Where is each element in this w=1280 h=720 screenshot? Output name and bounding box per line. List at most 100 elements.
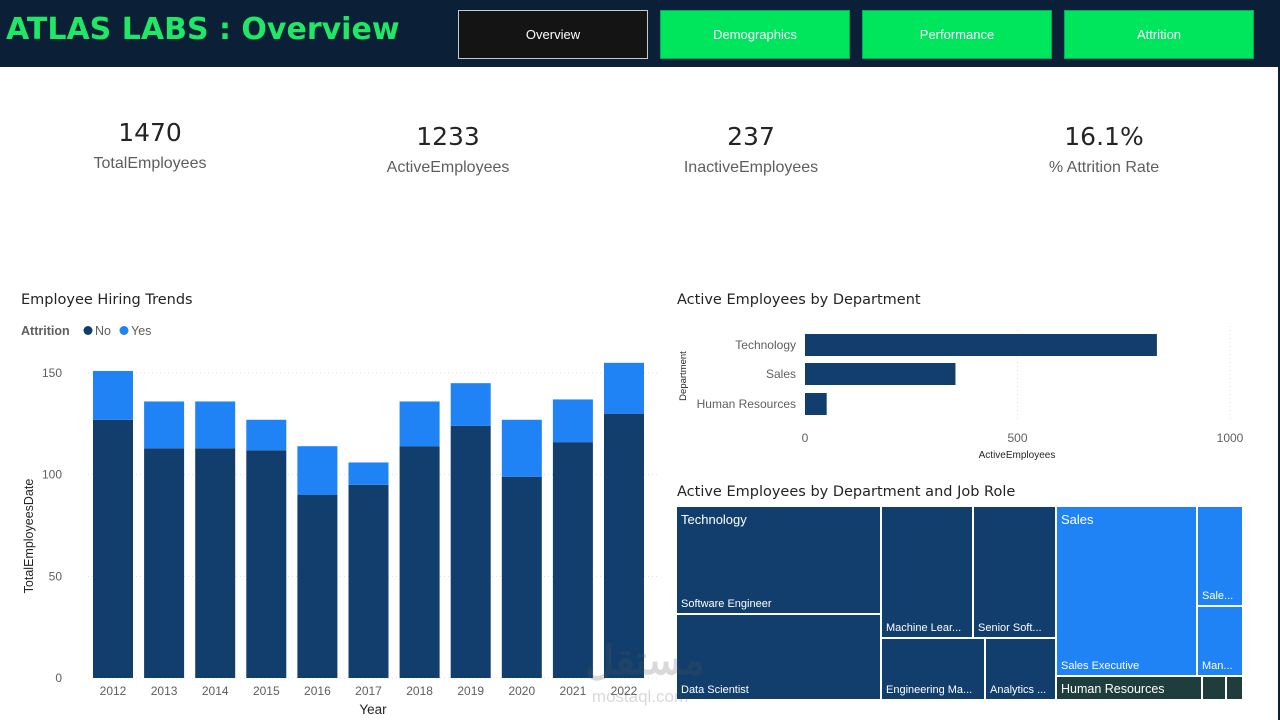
- tab-overview[interactable]: Overview: [458, 10, 648, 59]
- bar-no-2012[interactable]: [93, 419, 133, 678]
- treemap-title: Active Employees by Department and Job R…: [677, 484, 1016, 500]
- treemap-cell-senior-software[interactable]: Senior Soft...: [973, 506, 1056, 638]
- treemap-role-label: Senior Soft...: [978, 622, 1042, 634]
- x-axis-title: Year: [359, 702, 387, 717]
- kpi-attrition-rate: 16.1% % Attrition Rate: [994, 122, 1214, 177]
- bar-yes-2022[interactable]: [604, 362, 644, 414]
- treemap-role-label: Analytics ...: [990, 684, 1047, 696]
- legend-title: Attrition: [21, 324, 70, 338]
- x-tick-label: 2020: [508, 684, 535, 698]
- kpi-value: 1233: [416, 122, 480, 151]
- watermark-text: مستقل: [585, 639, 705, 683]
- treemap-cell-manager[interactable]: Man...: [1197, 606, 1243, 676]
- treemap-group-human-resources: Human Resources: [1061, 682, 1165, 696]
- bar-yes-2013[interactable]: [144, 401, 185, 449]
- hiring-chart: Attrition No Yes 0 50 100 150 2012 2013 2014 2…: [21, 324, 660, 717]
- x-tick-label: 2017: [355, 684, 382, 698]
- kpi-label: TotalEmployees: [93, 155, 207, 172]
- bar-no-2014[interactable]: [195, 448, 236, 678]
- page-title: ATLAS LABS : Overview: [6, 12, 400, 47]
- kpi-value: 1470: [118, 118, 182, 147]
- dept-bar-human-resources[interactable]: [805, 393, 827, 415]
- treemap-cell-engineering-manager[interactable]: Engineering Ma...: [881, 638, 985, 700]
- treemap-group-technology: Technology: [681, 512, 747, 527]
- watermark-sub: mostaql.com: [592, 687, 688, 706]
- kpi-inactive-employees: 237 InactiveEmployees: [641, 122, 861, 177]
- kpi-label: ActiveEmployees: [386, 159, 510, 176]
- y-tick-label: 0: [55, 671, 62, 685]
- treemap: Technology Software Engineer Data Scient…: [676, 506, 1243, 700]
- legend-no-marker: [83, 326, 93, 335]
- x-tick-label: 2012: [100, 684, 127, 698]
- bar-no-2018[interactable]: [399, 446, 440, 678]
- treemap-cell-hr-role[interactable]: [1202, 676, 1226, 700]
- treemap-cell-analytics[interactable]: Analytics ...: [985, 638, 1056, 700]
- legend-no-label: No: [95, 324, 111, 338]
- y-tick-label: Technology: [735, 338, 796, 352]
- treemap-group-sales: Sales: [1061, 512, 1094, 527]
- bar-no-2022[interactable]: [604, 413, 644, 678]
- treemap-cell-data-scientist[interactable]: Data Scientist: [676, 614, 881, 700]
- bar-yes-2017[interactable]: [348, 462, 389, 485]
- kpi-label: % Attrition Rate: [1048, 159, 1160, 176]
- tab-performance[interactable]: Performance: [862, 10, 1052, 59]
- y-tick-label: Sales: [766, 367, 796, 381]
- bar-no-2021[interactable]: [552, 442, 593, 678]
- bar-yes-2018[interactable]: [399, 401, 440, 447]
- bar-no-2020[interactable]: [501, 476, 542, 678]
- bar-no-2016[interactable]: [297, 495, 338, 678]
- y-tick-label: 100: [42, 468, 62, 482]
- x-tick-label: 2019: [457, 684, 484, 698]
- x-tick-label: 2022: [611, 684, 638, 698]
- kpi-value: 237: [727, 122, 775, 151]
- bar-no-2013[interactable]: [144, 448, 185, 678]
- y-axis-title: Department: [678, 351, 689, 401]
- bar-yes-2021[interactable]: [552, 399, 593, 443]
- hiring-legend: Attrition No Yes: [21, 324, 151, 338]
- kpi-active-employees: 1233 ActiveEmployees: [338, 122, 558, 177]
- x-tick-label: 0: [802, 431, 809, 445]
- treemap-cell-hr-role[interactable]: [1226, 676, 1243, 700]
- y-axis-title: TotalEmployeesDate: [22, 479, 36, 594]
- treemap-cell-human-resources[interactable]: Human Resources: [1056, 676, 1202, 700]
- dept-chart-title: Active Employees by Department: [677, 292, 921, 308]
- x-tick-label: 500: [1007, 431, 1027, 445]
- bar-no-2017[interactable]: [348, 484, 389, 678]
- bar-yes-2015[interactable]: [246, 419, 287, 451]
- right-edge-bar: [1278, 0, 1280, 720]
- tab-attrition[interactable]: Attrition: [1064, 10, 1254, 59]
- bar-no-2015[interactable]: [246, 450, 287, 678]
- legend-yes-label: Yes: [131, 324, 151, 338]
- dept-bar-sales[interactable]: [805, 363, 956, 385]
- dept-bar-technology[interactable]: [805, 334, 1157, 356]
- tab-demographics[interactable]: Demographics: [660, 10, 850, 59]
- treemap-role-label: Man...: [1202, 660, 1233, 672]
- x-tick-label: 1000: [1217, 431, 1244, 445]
- legend-yes-marker: [119, 326, 129, 335]
- bar-no-2019[interactable]: [450, 425, 491, 678]
- bar-yes-2014[interactable]: [195, 401, 236, 449]
- x-tick-label: 2018: [406, 684, 433, 698]
- y-tick-label: Human Resources: [697, 397, 796, 411]
- bar-yes-2020[interactable]: [501, 419, 542, 477]
- bar-yes-2016[interactable]: [297, 446, 338, 495]
- x-tick-label: 2013: [151, 684, 178, 698]
- y-tick-label: 150: [42, 366, 62, 380]
- bar-yes-2012[interactable]: [93, 370, 133, 420]
- kpi-label: InactiveEmployees: [683, 159, 819, 176]
- treemap-cell-machine-learning[interactable]: Machine Lear...: [881, 506, 973, 638]
- kpi-total-employees: 1470 TotalEmployees: [40, 118, 260, 173]
- treemap-role-label: Data Scientist: [681, 684, 749, 696]
- x-tick-label: 2016: [304, 684, 331, 698]
- treemap-cell-sales-executive[interactable]: Sales Sales Executive: [1056, 506, 1197, 676]
- treemap-role-label: Software Engineer: [681, 598, 772, 610]
- x-tick-label: 2015: [253, 684, 280, 698]
- treemap-cell-sales-rep[interactable]: Sale...: [1197, 506, 1243, 606]
- hiring-chart-title: Employee Hiring Trends: [21, 292, 193, 308]
- y-tick-label: 50: [49, 569, 63, 583]
- x-tick-label: 2021: [560, 684, 587, 698]
- bar-yes-2019[interactable]: [450, 383, 491, 426]
- treemap-role-label: Sale...: [1202, 590, 1234, 602]
- treemap-cell-software-engineer[interactable]: Technology Software Engineer: [676, 506, 881, 614]
- x-tick-label: 2014: [202, 684, 229, 698]
